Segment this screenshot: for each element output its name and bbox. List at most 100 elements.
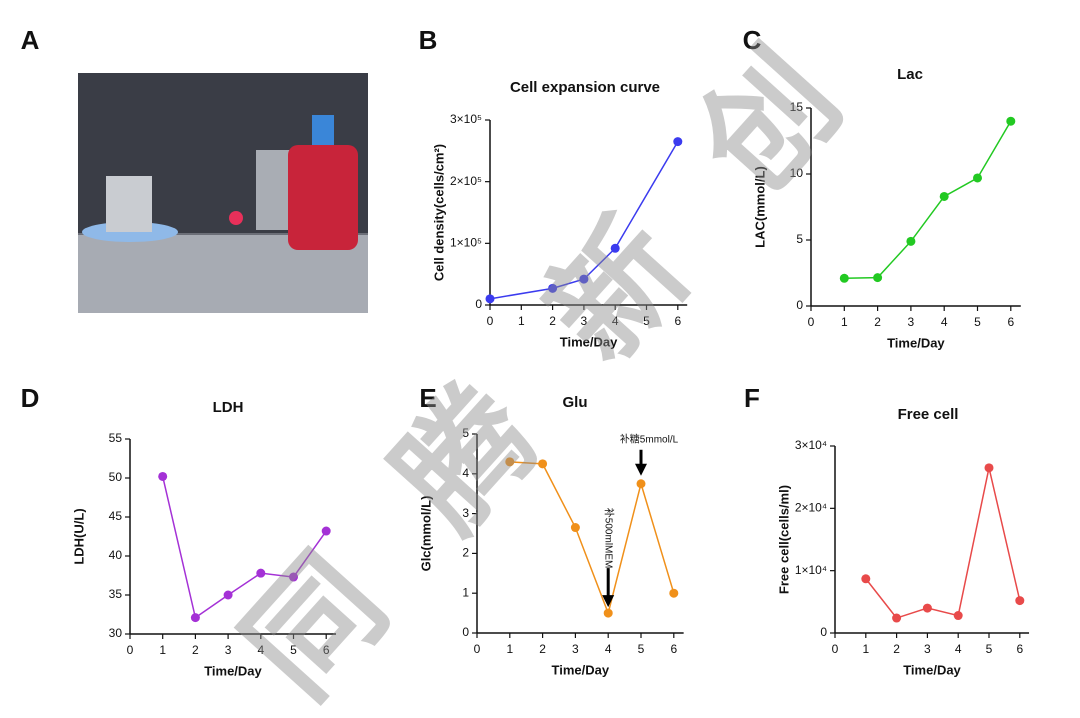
y-tick-label: 40 — [109, 548, 123, 562]
y-tick-label: 2×10⁵ — [450, 174, 482, 188]
data-point — [256, 568, 266, 578]
y-tick-label: 35 — [109, 587, 123, 601]
x-tick-label: 4 — [605, 642, 612, 656]
x-tick-label: 3 — [908, 315, 915, 329]
y-tick-label: 0 — [462, 625, 469, 639]
y-tick-label: 50 — [109, 470, 123, 484]
data-point — [673, 137, 683, 147]
x-tick-label: 0 — [832, 642, 839, 656]
x-tick-label: 2 — [874, 315, 881, 329]
x-axis-label: Time/Day — [552, 662, 610, 677]
x-tick-label: 1 — [159, 643, 166, 657]
y-tick-label: 0 — [796, 298, 803, 312]
arrow-head — [635, 463, 647, 476]
x-tick-label: 3 — [924, 642, 931, 656]
photo-vessel — [106, 176, 152, 232]
y-tick-label: 3 — [462, 506, 469, 520]
panel-label: A — [21, 25, 40, 55]
x-tick-label: 5 — [986, 642, 993, 656]
y-axis-label: Cell density(cells/cm²) — [431, 144, 446, 281]
data-point — [636, 479, 646, 489]
y-tick-label: 3×10⁴ — [795, 438, 827, 452]
x-tick-label: 5 — [290, 643, 297, 657]
data-point — [603, 608, 613, 618]
photo-red-bottle — [288, 145, 358, 250]
data-point — [485, 294, 495, 304]
x-tick-label: 0 — [487, 314, 494, 328]
data-point — [873, 273, 883, 283]
x-tick-label: 6 — [1016, 642, 1023, 656]
y-tick-label: 1×10⁵ — [450, 236, 482, 250]
x-tick-label: 6 — [674, 314, 681, 328]
y-tick-label: 0 — [475, 297, 482, 311]
photo-bottle — [256, 150, 290, 230]
data-point — [538, 459, 548, 469]
x-tick-label: 5 — [974, 315, 981, 329]
x-axis-label: Time/Day — [903, 662, 961, 677]
annotation: 补糖5mmol/L — [620, 432, 679, 445]
x-tick-label: 4 — [955, 642, 962, 656]
series-line — [865, 467, 1021, 619]
x-tick-label: 1 — [841, 315, 848, 329]
x-axis-label: Time/Day — [204, 663, 262, 678]
x-tick-label: 6 — [1007, 315, 1014, 329]
y-axis-label: LAC(mmol/L) — [752, 166, 767, 248]
y-tick-label: 5 — [796, 232, 803, 246]
x-tick-label: 4 — [941, 315, 948, 329]
y-tick-label: 1 — [462, 585, 469, 599]
data-point — [223, 590, 233, 600]
data-point — [570, 523, 580, 533]
y-tick-label: 3×10⁵ — [450, 112, 482, 126]
panel-label: F — [744, 383, 760, 413]
arrow-head — [602, 595, 615, 608]
data-point — [321, 526, 331, 536]
data-point — [158, 471, 168, 481]
data-point — [505, 457, 515, 467]
x-tick-label: 4 — [257, 643, 264, 657]
data-point — [953, 611, 963, 621]
x-axis-label: Time/Day — [887, 335, 945, 350]
chart-title: Cell expansion curve — [510, 79, 660, 96]
series-line — [161, 476, 327, 619]
data-point — [922, 603, 932, 613]
x-tick-label: 1 — [518, 314, 525, 328]
data-point — [548, 283, 558, 293]
series-line — [509, 461, 675, 616]
photo — [78, 73, 368, 313]
x-tick-label: 0 — [474, 642, 481, 656]
x-tick-label: 2 — [192, 643, 199, 657]
chart-title: Lac — [897, 66, 923, 83]
x-axis-label: Time/Day — [560, 334, 618, 349]
data-point — [190, 613, 200, 623]
x-tick-label: 0 — [127, 643, 134, 657]
data-point — [892, 613, 902, 623]
data-point — [1006, 116, 1016, 126]
x-tick-label: 3 — [225, 643, 232, 657]
data-point — [579, 274, 589, 284]
chart-title: LDH — [213, 399, 244, 416]
data-point — [839, 273, 849, 283]
x-tick-label: 2 — [549, 314, 556, 328]
panel-label: C — [743, 25, 762, 55]
chart-title: Glu — [563, 394, 588, 411]
y-axis-label: Glc(mmol/L) — [418, 496, 433, 572]
y-tick-label: 0 — [820, 625, 827, 639]
y-axis-label: Free cell(cells/ml) — [776, 485, 791, 594]
data-point — [906, 236, 916, 246]
x-tick-label: 3 — [581, 314, 588, 328]
x-tick-label: 5 — [643, 314, 650, 328]
y-tick-label: 10 — [790, 166, 804, 180]
x-tick-label: 6 — [323, 643, 330, 657]
series-line — [844, 120, 1012, 280]
x-tick-label: 5 — [638, 642, 645, 656]
data-point — [973, 173, 982, 183]
data-point — [1015, 596, 1025, 606]
y-tick-label: 4 — [462, 466, 469, 480]
data-point — [861, 574, 871, 584]
x-tick-label: 0 — [808, 315, 815, 329]
y-tick-label: 1×10⁴ — [795, 563, 827, 577]
panel-label: D — [21, 383, 40, 413]
photo-cap — [312, 115, 334, 145]
y-tick-label: 5 — [462, 426, 469, 440]
x-tick-label: 3 — [572, 642, 579, 656]
